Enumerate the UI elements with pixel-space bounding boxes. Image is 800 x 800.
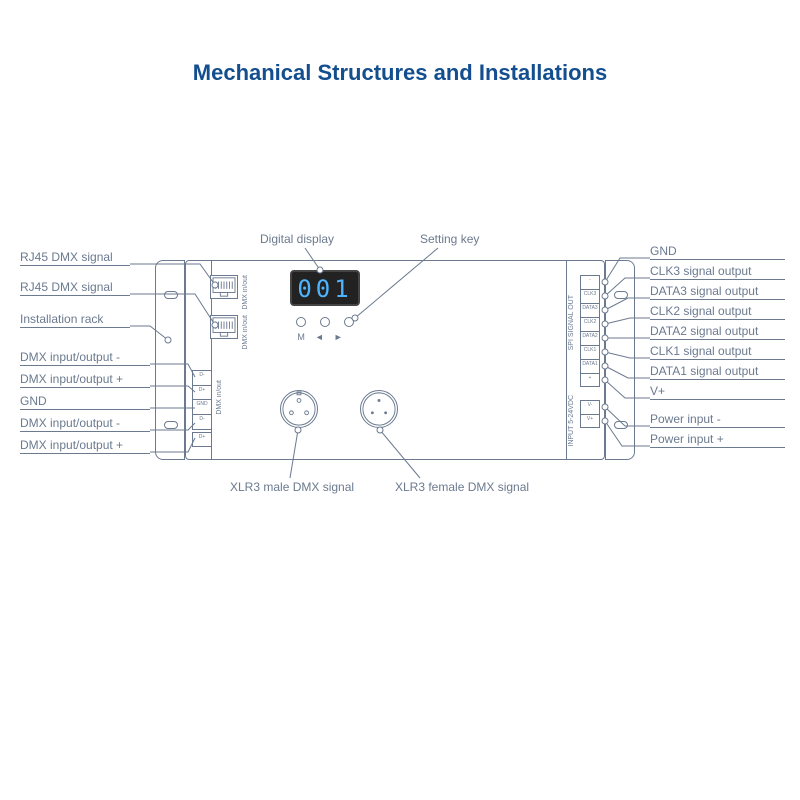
page-title: Mechanical Structures and Installations xyxy=(0,0,800,86)
diagram-canvas: D- D+ GND D- D+ - CLK3 DATA3 CLK2 DATA2 … xyxy=(0,240,800,570)
leader-lines xyxy=(0,240,800,540)
